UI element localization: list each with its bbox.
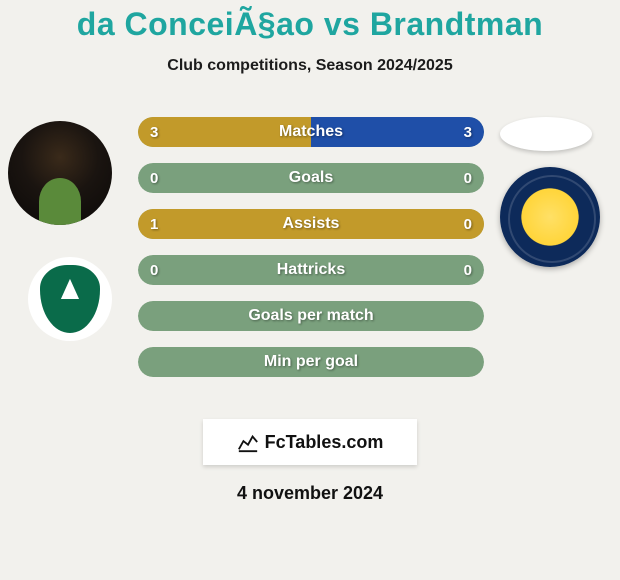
comparison-bars: Matches33Goals00Assists10Hattricks00Goal… bbox=[138, 117, 484, 393]
stat-value-right: 0 bbox=[464, 163, 472, 193]
stat-row: Goals0 0 bbox=[138, 163, 484, 193]
right-club-badge bbox=[500, 167, 600, 267]
stat-value-left: 0 bbox=[150, 163, 158, 193]
stat-value-right: 0 bbox=[464, 209, 472, 239]
stat-label: Min per goal bbox=[138, 347, 484, 377]
page-title: da ConceiÃ§ao vs Brandtman bbox=[0, 6, 620, 43]
comparison-card: da ConceiÃ§ao vs Brandtman Club competit… bbox=[0, 0, 620, 580]
stat-label: Goals per match bbox=[138, 301, 484, 331]
stat-value-left: 3 bbox=[150, 117, 158, 147]
stat-row: Min per goal bbox=[138, 347, 484, 377]
stats-area: Matches33Goals00Assists10Hattricks00Goal… bbox=[0, 117, 620, 417]
stat-value-left: 1 bbox=[150, 209, 158, 239]
left-club-badge bbox=[28, 257, 112, 341]
stat-label: Goals bbox=[138, 163, 484, 193]
branding-text: FcTables.com bbox=[265, 432, 384, 453]
stat-label: Hattricks bbox=[138, 255, 484, 285]
left-player-avatar bbox=[8, 121, 112, 225]
shield-icon bbox=[40, 265, 100, 332]
stat-row: Matches3 3 bbox=[138, 117, 484, 147]
stat-label: Assists bbox=[138, 209, 484, 239]
chart-icon bbox=[237, 431, 259, 453]
branding-badge: FcTables.com bbox=[203, 419, 417, 465]
footer-date: 4 november 2024 bbox=[0, 483, 620, 504]
stat-row: Hattricks0 0 bbox=[138, 255, 484, 285]
stat-value-left: 0 bbox=[150, 255, 158, 285]
right-player-avatar bbox=[500, 117, 592, 151]
page-subtitle: Club competitions, Season 2024/2025 bbox=[0, 57, 620, 75]
stat-value-right: 0 bbox=[464, 255, 472, 285]
stat-row: Goals per match bbox=[138, 301, 484, 331]
stat-label: Matches bbox=[138, 117, 484, 147]
stat-row: Assists1 0 bbox=[138, 209, 484, 239]
stat-value-right: 3 bbox=[464, 117, 472, 147]
